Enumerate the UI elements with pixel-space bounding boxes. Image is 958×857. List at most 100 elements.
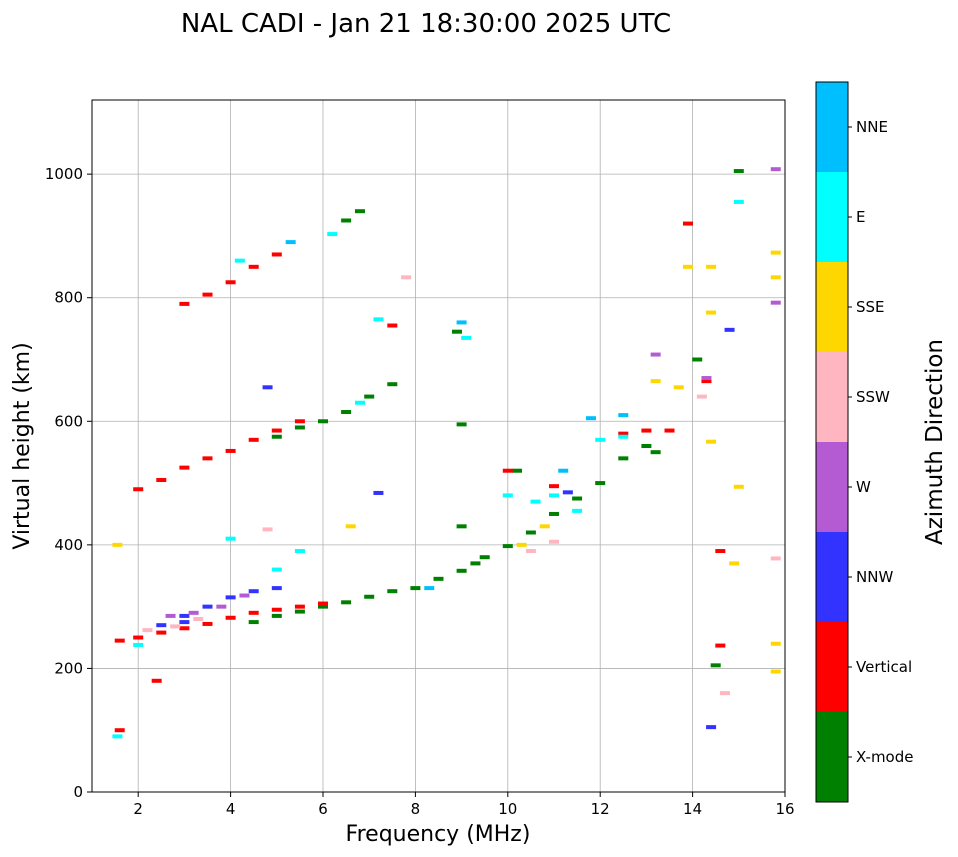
point-ssw	[525, 549, 536, 554]
point-w	[165, 613, 176, 618]
data-points	[112, 167, 781, 739]
point-vertical	[156, 630, 167, 635]
colorbar-segment	[816, 712, 848, 802]
point-x-mode	[525, 530, 536, 535]
colorbar-segment	[816, 262, 848, 352]
point-sse	[770, 250, 781, 255]
point-w	[216, 604, 227, 609]
point-x-mode	[618, 456, 629, 461]
colorbar-label: W	[856, 478, 871, 496]
point-sse	[706, 439, 717, 444]
point-sse	[733, 484, 744, 489]
point-vertical	[225, 448, 236, 453]
point-w	[770, 300, 781, 305]
point-x-mode	[387, 382, 398, 387]
y-tick-label: 400	[54, 536, 83, 554]
point-vertical	[156, 477, 167, 482]
point-vertical	[641, 428, 652, 433]
x-axis-ticks: 2 4 6 8 10 12 14 16	[133, 792, 795, 818]
point-x-mode	[512, 468, 523, 473]
point-x-mode	[572, 496, 583, 501]
point-vertical	[114, 638, 125, 643]
point-vertical	[179, 465, 190, 470]
point-x-mode	[549, 511, 559, 516]
point-nnw	[179, 620, 190, 625]
chart-title: NAL CADI - Jan 21 18:30:00 2025 UTC	[181, 9, 671, 39]
point-nnw	[179, 613, 190, 618]
point-vertical	[387, 323, 398, 328]
colorbar-label: SSE	[856, 298, 885, 316]
point-x-mode	[456, 422, 467, 427]
point-vertical	[618, 431, 629, 436]
point-ssw	[770, 556, 781, 561]
point-x-mode	[271, 613, 282, 618]
point-vertical	[715, 549, 726, 554]
point-sse	[516, 542, 527, 547]
colorbar-segment	[816, 532, 848, 622]
point-vertical	[133, 635, 144, 640]
point-e	[354, 400, 365, 405]
point-sse	[112, 542, 123, 547]
point-e	[234, 258, 245, 263]
point-e	[294, 549, 305, 554]
point-nne	[424, 586, 435, 591]
point-x-mode	[650, 450, 661, 455]
point-sse	[770, 641, 781, 646]
point-x-mode	[364, 594, 375, 599]
point-nne	[456, 320, 467, 325]
point-ssw	[719, 691, 730, 696]
point-x-mode	[692, 357, 703, 362]
colorbar-label: E	[856, 208, 865, 226]
point-ssw	[549, 539, 559, 544]
point-x-mode	[595, 481, 606, 486]
point-x-mode	[294, 609, 305, 614]
point-vertical	[549, 484, 559, 489]
point-x-mode	[479, 555, 490, 560]
colorbar-label: X-mode	[856, 748, 913, 766]
point-vertical	[701, 379, 712, 384]
point-ssw	[193, 617, 204, 621]
point-x-mode	[318, 419, 328, 424]
point-sse	[729, 561, 740, 566]
y-axis-label: Virtual height (km)	[10, 342, 35, 549]
point-sse	[706, 310, 717, 315]
point-vertical	[502, 468, 513, 473]
point-sse	[682, 264, 693, 269]
x-axis-label: Frequency (MHz)	[346, 822, 531, 847]
point-x-mode	[456, 568, 467, 573]
point-w	[188, 610, 199, 615]
point-vertical	[271, 252, 282, 257]
point-x-mode	[294, 425, 305, 430]
point-vertical	[225, 615, 236, 620]
colorbar-label: NNW	[856, 568, 893, 586]
point-e	[225, 536, 236, 541]
point-sse	[770, 275, 781, 280]
point-vertical	[248, 264, 259, 269]
point-x-mode	[456, 524, 467, 529]
x-tick-label: 8	[411, 800, 421, 818]
point-vertical	[133, 487, 144, 492]
point-x-mode	[341, 600, 352, 605]
point-vertical	[664, 428, 675, 433]
point-w	[239, 593, 250, 598]
point-e	[133, 642, 144, 647]
colorbar-label: SSW	[856, 388, 890, 406]
colorbar-segment	[816, 352, 848, 442]
point-w	[701, 376, 712, 381]
x-tick-label: 6	[318, 800, 328, 818]
y-tick-label: 800	[54, 289, 83, 307]
x-tick-label: 16	[775, 800, 794, 818]
x-tick-label: 2	[133, 800, 143, 818]
colorbar-label: NNE	[856, 118, 888, 136]
point-vertical	[151, 678, 162, 683]
point-vertical	[682, 221, 693, 226]
point-ssw	[401, 275, 412, 280]
point-nne	[558, 468, 569, 473]
colorbar: X-mode Vertical NNW W SSW SSE E NNE	[815, 81, 913, 803]
x-tick-label: 4	[226, 800, 236, 818]
point-w	[770, 167, 781, 172]
point-x-mode	[451, 329, 462, 334]
point-sse	[770, 669, 781, 674]
point-vertical	[202, 456, 213, 461]
point-sse	[539, 524, 550, 529]
